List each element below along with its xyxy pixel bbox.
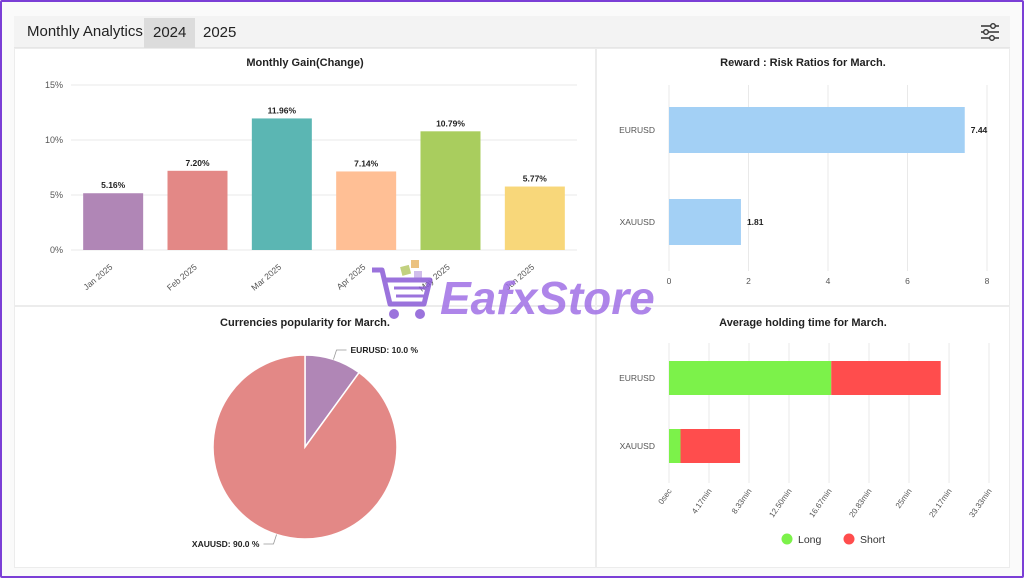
x-tick-label: 16.67min <box>807 487 833 519</box>
legend-marker <box>781 533 793 545</box>
header-bar: Monthly Analytics 2024 2025 <box>14 16 1010 48</box>
legend-label: Long <box>798 534 822 546</box>
bar <box>251 118 312 250</box>
data-label: 10.79% <box>436 118 465 128</box>
y-tick-label: EURUSD <box>619 373 655 383</box>
y-tick-label: 15% <box>45 80 63 90</box>
y-tick-label: 5% <box>50 190 63 200</box>
holding-title: Average holding time for March. <box>719 317 887 329</box>
bar <box>669 107 965 153</box>
data-label: 1.81 <box>747 217 764 227</box>
currencies-pie-chart: EURUSD: 10.0 % XAUUSD: 90.0 % <box>192 345 419 549</box>
x-tick-label: 12.50min <box>767 487 793 519</box>
bar <box>669 199 741 245</box>
tab-2024[interactable]: 2024 <box>144 18 196 48</box>
pie-slice <box>212 354 398 540</box>
data-label: 7.14% <box>354 158 379 168</box>
data-label: 7.20% <box>185 158 210 168</box>
data-label: EURUSD: 10.0 % <box>351 345 419 355</box>
legend-marker <box>843 533 855 545</box>
x-tick-label: Apr 2025 <box>335 262 368 292</box>
bar <box>504 186 565 250</box>
x-tick-label: 8.33min <box>730 487 754 515</box>
bar-segment <box>669 429 681 463</box>
x-tick-label: 6 <box>905 276 910 286</box>
y-tick-label: EURUSD <box>619 125 655 135</box>
holding-panel: Average holding time for March. 0sec 4.17… <box>596 306 1010 568</box>
x-tick-label: 4 <box>826 276 831 286</box>
data-label: 5.16% <box>101 180 126 190</box>
x-tick-label: 29.17min <box>927 487 953 519</box>
bar <box>336 171 397 250</box>
data-label: 11.96% <box>268 105 297 115</box>
bar <box>167 170 228 250</box>
bar <box>420 131 481 250</box>
reward-risk-chart: 0 2 4 6 8 EURUSD 7.44 XAUUSD 1.81 <box>619 85 990 286</box>
y-tick-label: 0% <box>50 245 63 255</box>
x-tick-label: 20.83min <box>847 487 873 519</box>
bar <box>83 193 144 250</box>
legend-label: Short <box>860 534 885 546</box>
y-tick-label: XAUUSD <box>620 441 655 451</box>
x-tick-label: 0 <box>667 276 672 286</box>
x-tick-label: Jun 2025 <box>503 262 536 292</box>
x-tick-label: 0sec <box>657 487 674 506</box>
reward-risk-title: Reward : Risk Ratios for March. <box>720 57 886 69</box>
monthly-gain-title: Monthly Gain(Change) <box>246 57 364 69</box>
x-tick-label: 8 <box>985 276 990 286</box>
x-tick-label: 2 <box>746 276 751 286</box>
monthly-gain-chart: 0% 5% 10% 15% 5.16% Jan 2025 7.20% Feb 2025 11.9… <box>45 80 577 294</box>
data-label: 7.44 <box>971 125 988 135</box>
tab-2025[interactable]: 2025 <box>203 24 237 41</box>
page-title: Monthly Analytics <box>27 23 143 40</box>
bar-segment <box>669 361 832 395</box>
x-tick-label: 33.33min <box>967 487 993 519</box>
leader-line <box>263 534 277 545</box>
data-label: XAUUSD: 90.0 % <box>192 539 260 549</box>
holding-chart: 0sec 4.17min 8.33min 12.50min 16.67min 20.83m… <box>619 343 994 546</box>
bar-segment <box>680 429 741 463</box>
y-tick-label: XAUUSD <box>620 217 655 227</box>
x-tick-label: May 2025 <box>417 262 452 294</box>
x-tick-label: Mar 2025 <box>249 262 283 293</box>
leader-line <box>333 349 347 360</box>
currencies-title: Currencies popularity for March. <box>220 317 390 329</box>
y-tick-label: 10% <box>45 135 63 145</box>
sliders-icon[interactable] <box>978 20 1002 44</box>
x-tick-label: 25min <box>894 487 914 510</box>
x-tick-label: Feb 2025 <box>165 262 199 293</box>
x-tick-label: Jan 2025 <box>81 262 114 292</box>
monthly-gain-panel: Monthly Gain(Change) 0% 5% 10% 15% 5.16% Jan … <box>14 48 596 306</box>
data-label: 5.77% <box>523 174 548 184</box>
currencies-panel: Currencies popularity for March. EURUSD:… <box>14 306 596 568</box>
x-tick-label: 4.17min <box>690 487 714 515</box>
reward-risk-panel: Reward : Risk Ratios for March. 0 2 4 6 8 EUR… <box>596 48 1010 306</box>
bar-segment <box>831 361 941 395</box>
